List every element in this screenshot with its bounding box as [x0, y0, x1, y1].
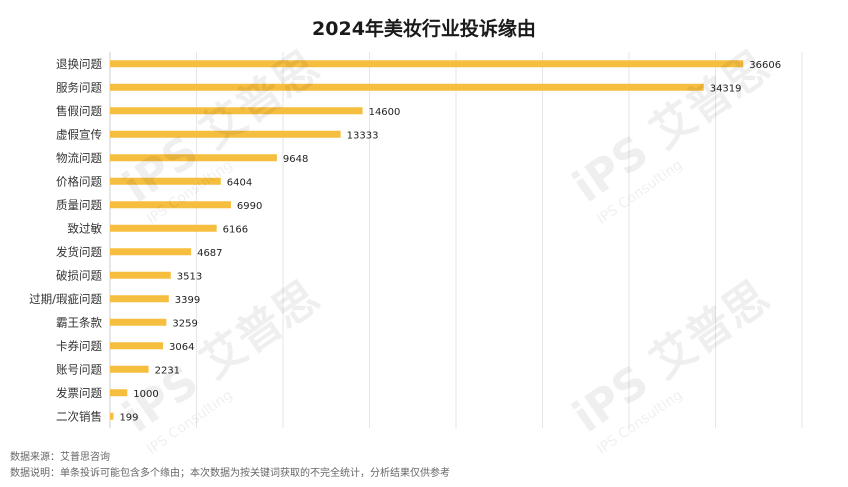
- category-label: 卡券问题: [56, 339, 102, 353]
- bar: [110, 365, 149, 373]
- value-label: 4687: [197, 248, 222, 259]
- bar: [110, 342, 164, 350]
- bar: [110, 412, 114, 420]
- bar: [110, 130, 341, 138]
- category-label: 退换问题: [56, 57, 102, 71]
- value-label: 6990: [237, 201, 262, 212]
- value-label: 2231: [155, 365, 180, 376]
- value-label: 199: [119, 412, 138, 423]
- category-label: 二次销售: [56, 409, 102, 423]
- value-label: 6166: [223, 224, 248, 235]
- data-note: 数据说明：单条投诉可能包含多个缘由；本次数据为按关键词获取的不完全统计，分析结果…: [10, 468, 450, 479]
- value-label: 3513: [177, 271, 202, 282]
- bar: [110, 107, 363, 115]
- value-label: 14600: [369, 107, 401, 118]
- value-label: 13333: [347, 130, 379, 141]
- category-label: 物流问题: [56, 151, 102, 165]
- data-source: 数据来源：艾普思咨询: [10, 452, 110, 463]
- value-label: 3064: [169, 342, 194, 353]
- category-label: 价格问题: [56, 174, 102, 188]
- bar: [110, 295, 169, 303]
- category-label: 账号问题: [56, 362, 102, 376]
- category-label: 霸王条款: [56, 315, 102, 329]
- bar: [110, 83, 704, 91]
- value-label: 1000: [133, 389, 158, 400]
- bar: [110, 271, 171, 279]
- category-label: 质量问题: [56, 198, 102, 212]
- value-label: 36606: [749, 60, 781, 71]
- value-label: 3399: [175, 295, 200, 306]
- value-label: 9648: [283, 154, 308, 165]
- bar: [110, 224, 217, 232]
- bar: [110, 60, 744, 68]
- category-label: 发票问题: [56, 386, 102, 400]
- value-label: 34319: [710, 83, 742, 94]
- bar: [110, 177, 221, 185]
- bar: [110, 201, 231, 209]
- category-label: 过期/瑕疵问题: [29, 292, 102, 306]
- category-label: 破损问题: [56, 268, 102, 282]
- category-label: 售假问题: [56, 104, 102, 118]
- category-label: 服务问题: [56, 80, 102, 94]
- value-label: 3259: [172, 318, 197, 329]
- value-label: 6404: [227, 177, 252, 188]
- bar: [110, 389, 128, 397]
- category-label: 发货问题: [56, 245, 102, 259]
- category-label: 致过敏: [68, 221, 103, 235]
- category-label: 虚假宣传: [56, 127, 102, 141]
- chart-title: 2024年美妆行业投诉缘由: [312, 18, 536, 40]
- bar: [110, 318, 167, 326]
- bar: [110, 248, 192, 256]
- bar: [110, 154, 277, 162]
